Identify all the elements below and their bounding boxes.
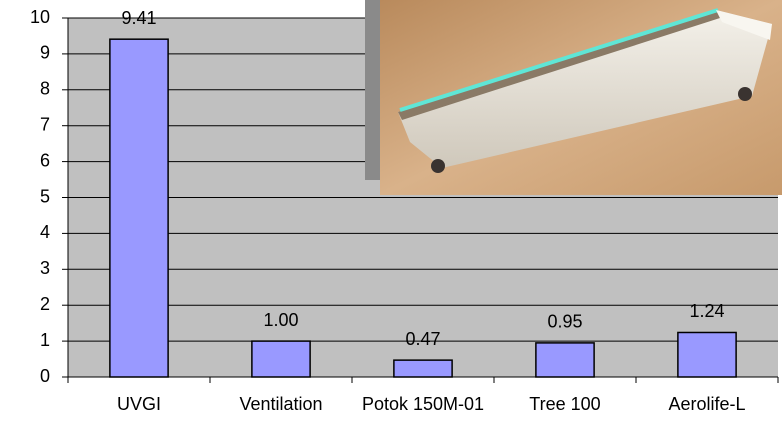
y-tick-label: 2 [40,294,50,314]
bar [251,340,311,378]
photo-inset [365,0,782,195]
x-tick-label: Ventilation [239,394,323,414]
x-tick-label: Aerolife-L [668,394,746,414]
bar [393,359,453,378]
x-tick-label: UVGI [116,394,161,414]
value-label: 1.00 [263,310,298,330]
y-tick-label: 3 [40,258,50,278]
bar [535,342,595,378]
value-label: 0.47 [405,329,440,349]
y-tick-label: 0 [40,366,50,386]
bar [677,331,737,378]
y-tick-label: 5 [40,186,50,206]
value-label: 9.41 [121,8,156,28]
y-tick-label: 1 [40,330,50,350]
y-tick-label: 7 [40,114,50,134]
value-label: 1.24 [689,301,724,321]
y-tick-label: 8 [40,79,50,99]
y-tick-label: 9 [40,43,50,63]
y-tick-label: 4 [40,222,50,242]
y-tick-label: 6 [40,150,50,170]
value-label: 0.95 [547,312,582,332]
x-tick-label: Tree 100 [529,394,601,414]
x-tick-label: Potok 150M-01 [361,394,485,414]
y-tick-label: 10 [30,7,50,27]
bar [109,38,169,378]
